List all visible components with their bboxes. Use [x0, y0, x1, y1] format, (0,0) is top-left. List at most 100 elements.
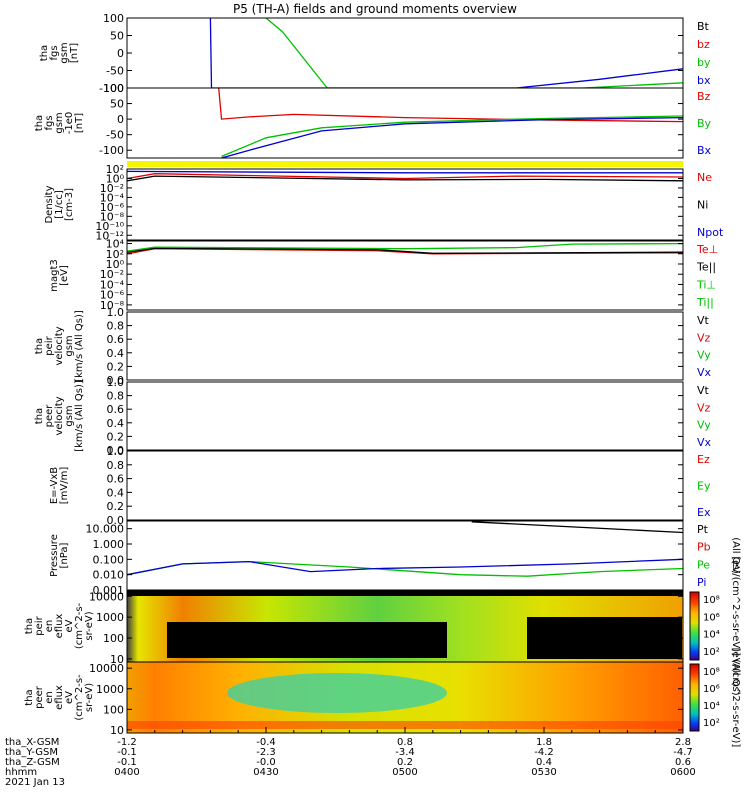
y-tick-label: 10⁰ [106, 258, 125, 271]
legend-entry: Bz [697, 90, 711, 103]
legend-entry: Pb [697, 541, 711, 554]
panel-pressure: 10.000 1.000 0.100 0.010 0.001 Pressure [nPa] P… [49, 520, 741, 597]
y-tick-label: 10 [110, 653, 124, 666]
footer-value-y: -0.1 [117, 747, 137, 758]
y-axis-label: eflux [54, 614, 65, 639]
footer-value-z: -0.0 [256, 757, 276, 768]
y-axis-label: -1e0 [64, 112, 75, 135]
y-tick-label: 10000 [89, 662, 124, 675]
y-axis-label: [nPa] [59, 542, 70, 568]
y-tick-label: 0.0 [107, 514, 125, 527]
y-tick-label: 0.8 [107, 320, 125, 333]
panel-background [127, 169, 683, 240]
y-tick-label: -100 [99, 144, 124, 157]
y-axis-label: eV [64, 691, 75, 704]
y-tick-label: 10.000 [86, 523, 125, 536]
y-tick-label: 0.0 [107, 374, 125, 387]
legend-entry: Ti|| [696, 296, 714, 309]
panel-frame [126, 381, 684, 451]
legend-entry: Ex [697, 506, 711, 519]
series-by [265, 17, 684, 89]
spectrogram-fill [167, 622, 447, 658]
y-axis-label: peer [34, 685, 45, 709]
y-axis-label: [km/s (All Qs)] [74, 380, 85, 452]
y-tick-label: 0.8 [107, 459, 125, 472]
legend-entry: by [697, 56, 711, 69]
footer-value-t: 0430 [253, 767, 279, 778]
y-axis-label: tha [39, 45, 50, 61]
footer-value-x: -1.2 [117, 737, 137, 748]
y-axis-label: peir [44, 335, 55, 355]
series-Bx [221, 116, 684, 159]
legend-entry: bz [697, 38, 710, 51]
legend-entry: Te|| [696, 261, 716, 274]
footer-label-y: tha_Y-GSM [5, 747, 59, 758]
series-Ti [126, 242, 684, 252]
legend-entry: Vt [697, 314, 710, 327]
colorbar-label: [eV/(cm^2-s-sr-eV)] (All Qs) [730, 556, 741, 695]
y-tick-label: 100 [103, 82, 124, 95]
footer-value-x: 0.8 [397, 737, 413, 748]
legend-entry: Te⊥ [696, 243, 718, 256]
colorbar-tick-label: 10⁴ [703, 701, 720, 712]
panel-peir_spec: 10000 1000 100 10 tha peir en eflux eV (cm^2-s-sr… [24, 589, 684, 666]
y-axis-label: eflux [54, 685, 65, 710]
y-tick-label: 10⁻⁶ [100, 289, 125, 302]
footer-label-date: 2021 Jan 13 [5, 777, 65, 788]
y-axis-label: eV [64, 619, 75, 632]
colorbar-2: 10⁸ 10⁶ 10⁴ 10² [eV/(cm^2-s-sr-eV)] [689, 648, 741, 748]
legend-entry: Ne [697, 171, 712, 184]
colorbar-1: 10⁸ 10⁶ 10⁴ 10² [eV/(cm^2-s-sr-eV)] (All Qs) [689, 556, 741, 696]
y-axis-label: E=-VxB [49, 467, 60, 504]
y-axis-label: Pressure [49, 534, 60, 577]
y-tick-label: 1000 [96, 683, 124, 696]
colorbar-label: [eV/(cm^2-s-sr-eV)] [730, 648, 741, 748]
y-tick-label: 10² [106, 163, 124, 176]
y-tick-label: 10000 [89, 590, 124, 603]
y-axis-label: fgs [49, 45, 60, 60]
y-axis-label: tha [24, 618, 35, 634]
colorbar-tick-label: 10⁸ [703, 595, 720, 606]
y-tick-label: 0.0 [107, 444, 125, 457]
y-axis-label: gsm [64, 335, 75, 356]
y-tick-label: 10⁰ [106, 172, 125, 185]
y-tick-label: 1.0 [107, 445, 125, 458]
y-tick-label: 0.001 [93, 584, 125, 597]
y-axis-label: velocity [54, 326, 65, 365]
legend-entry: Bt [697, 20, 710, 33]
panel-background [127, 382, 683, 450]
y-tick-label: 0.4 [107, 417, 125, 430]
footer-value-y: -4.7 [673, 747, 693, 758]
y-axis-label: en [44, 691, 55, 704]
y-axis-label: (cm^2-s- [74, 602, 85, 649]
legend-entry: Pi [697, 576, 706, 589]
y-tick-label: 0.6 [107, 403, 125, 416]
y-tick-label: 10⁻⁴ [100, 278, 125, 291]
y-tick-label: 50 [110, 98, 124, 111]
panel-frame [126, 240, 684, 311]
footer-value-x: 2.8 [675, 737, 691, 748]
y-tick-label: -50 [106, 129, 124, 142]
panel-density: 10²10⁰10⁻²10⁻⁴10⁻⁶10⁻⁸10⁻¹⁰10⁻¹²Density[… [44, 163, 724, 242]
y-tick-label: 10⁴ [106, 238, 125, 251]
footer-value-z: 0.2 [397, 757, 413, 768]
y-tick-label: 1.000 [93, 538, 125, 551]
series-Pt [471, 521, 684, 534]
y-axis-label: sr-eV) [84, 683, 95, 712]
y-tick-label: 100 [103, 703, 124, 716]
y-tick-label: -100 [99, 82, 124, 95]
y-axis-label: tha [34, 115, 45, 131]
legend-entry: Ey [697, 480, 711, 493]
spectrogram-fill [527, 617, 682, 659]
footer-value-x: 1.8 [536, 737, 552, 748]
y-axis-label: tha [24, 689, 35, 705]
legend-entry: Vz [697, 331, 711, 344]
legend-entry: Vy [697, 419, 711, 432]
panel-frame [126, 168, 684, 241]
colorbar-tick-label: 10⁶ [703, 612, 720, 623]
y-axis-label: velocity [54, 396, 65, 435]
y-tick-label: 0.2 [107, 430, 125, 443]
